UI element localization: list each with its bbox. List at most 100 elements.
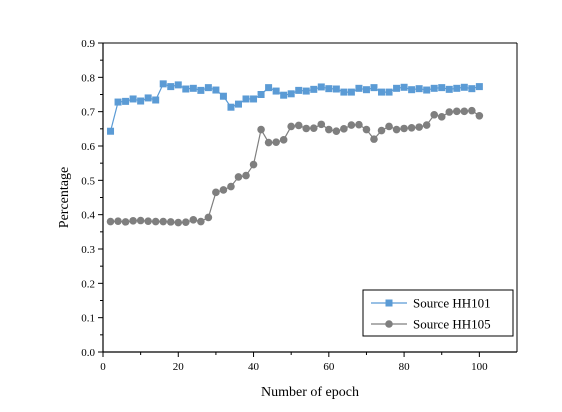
data-point — [166, 218, 175, 226]
data-point — [227, 103, 235, 111]
data-point — [287, 90, 295, 98]
data-point — [423, 86, 431, 94]
data-point — [197, 86, 205, 94]
data-point — [272, 87, 280, 95]
data-point — [393, 84, 401, 92]
x-tick-label: 0 — [100, 361, 106, 373]
data-point — [347, 88, 355, 96]
data-point — [265, 84, 273, 92]
data-point — [257, 125, 265, 134]
data-point — [287, 122, 295, 131]
data-point — [468, 106, 476, 115]
x-axis-title: Number of epoch — [261, 385, 359, 400]
data-point — [400, 83, 408, 91]
data-point — [137, 97, 145, 105]
x-tick-label: 40 — [248, 361, 260, 373]
data-point — [362, 125, 371, 134]
data-point — [219, 92, 227, 100]
data-point — [242, 95, 250, 103]
data-point — [212, 86, 220, 94]
data-point — [302, 124, 311, 133]
data-point — [129, 95, 137, 103]
data-point — [234, 173, 243, 181]
y-tick-label: 0.9 — [81, 38, 95, 50]
data-point — [129, 217, 137, 225]
data-point — [302, 87, 310, 95]
data-point — [310, 85, 318, 93]
data-point — [355, 120, 363, 129]
legend-box — [362, 289, 514, 337]
data-point — [453, 84, 461, 92]
legend-entry: Source HH101 — [371, 296, 491, 311]
data-point — [144, 217, 152, 225]
data-point — [362, 86, 370, 94]
data-point — [445, 85, 453, 93]
legend-swatch-marker — [385, 320, 393, 328]
data-point — [204, 213, 213, 222]
data-point — [249, 160, 258, 169]
data-point — [234, 100, 242, 108]
y-tick-label: 0.0 — [81, 347, 95, 359]
data-point — [189, 216, 198, 224]
x-axis-ticks: 0 20 40 60 80 100 — [100, 352, 488, 373]
legend-entry: Source HH105 — [371, 317, 491, 332]
series-layer — [106, 80, 484, 227]
legend: Source HH101 Source HH105 — [362, 289, 514, 337]
data-point — [204, 84, 212, 92]
data-point — [144, 94, 152, 102]
data-point — [325, 125, 333, 134]
data-point — [438, 84, 446, 92]
data-point — [340, 125, 348, 133]
data-point — [227, 182, 235, 191]
data-point — [167, 83, 175, 91]
data-point — [385, 122, 393, 131]
legend-label: Source HH101 — [413, 296, 491, 311]
data-point — [415, 85, 423, 93]
data-point — [197, 217, 205, 226]
data-point — [422, 121, 431, 129]
data-point — [295, 86, 303, 94]
data-point — [151, 217, 160, 226]
data-point — [317, 120, 326, 129]
data-point — [445, 108, 454, 116]
data-point — [415, 123, 423, 131]
data-point — [355, 84, 363, 92]
data-point — [114, 98, 122, 106]
data-point — [370, 84, 378, 92]
x-tick-label: 60 — [323, 361, 335, 373]
legend-swatch-marker — [385, 299, 393, 307]
data-point — [106, 217, 115, 226]
data-point — [377, 126, 386, 135]
data-point — [189, 84, 197, 92]
data-point — [332, 85, 340, 93]
data-point — [279, 136, 288, 144]
data-point — [378, 88, 386, 96]
data-point — [107, 127, 115, 135]
y-tick-label: 0.1 — [81, 313, 95, 325]
y-tick-label: 0.6 — [81, 141, 95, 153]
data-point — [152, 96, 160, 104]
data-point — [475, 83, 483, 91]
x-tick-label: 20 — [173, 361, 185, 373]
data-point — [309, 124, 318, 132]
data-point — [340, 88, 348, 96]
y-tick-label: 0.3 — [81, 244, 95, 256]
data-point — [408, 86, 416, 94]
data-point — [430, 110, 439, 119]
data-point — [400, 124, 408, 133]
data-point — [182, 85, 190, 93]
data-point — [294, 121, 303, 130]
data-point — [460, 83, 468, 91]
data-point — [121, 218, 130, 226]
data-point — [136, 216, 145, 225]
data-point — [257, 91, 265, 98]
data-point — [264, 138, 273, 147]
data-point — [280, 91, 288, 99]
y-tick-label: 0.4 — [81, 210, 95, 222]
data-point — [242, 171, 250, 180]
data-point — [114, 217, 122, 225]
y-tick-label: 0.7 — [81, 107, 95, 119]
data-point — [182, 218, 190, 227]
data-point — [219, 186, 228, 194]
data-point — [317, 83, 325, 91]
